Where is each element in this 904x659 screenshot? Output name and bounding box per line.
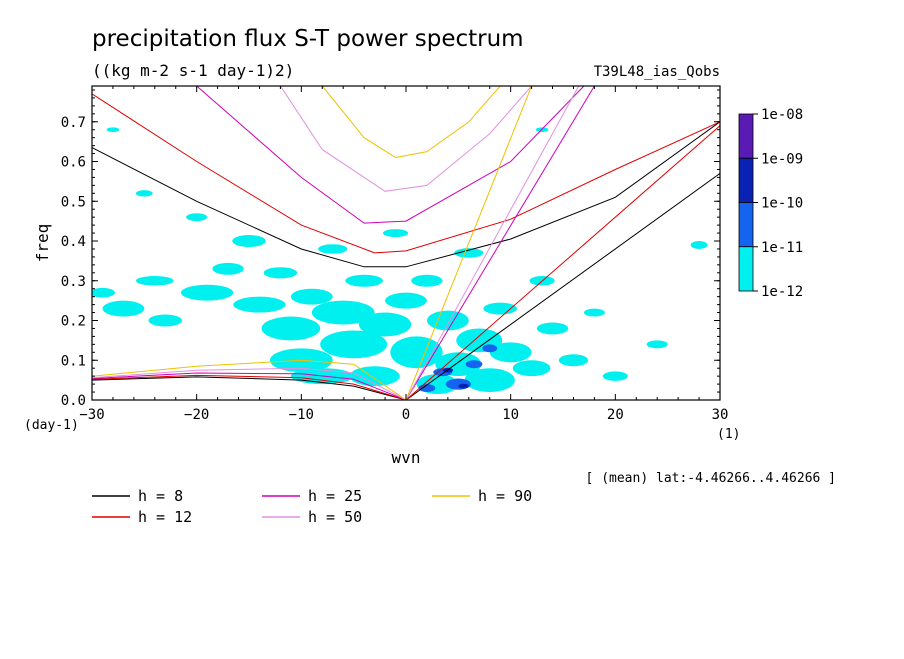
rossby-curve-h25 (92, 372, 407, 400)
legend: h = 8 h = 12 h = 25 h = 50 h = 90 (92, 487, 532, 526)
contour-patch-10 (261, 316, 321, 341)
y-tick-label: 0.7 (61, 115, 86, 131)
plot-area: −30 −20 −10 0 10 20 30 0.0 0.1 0.2 0.3 0.4 0.5 0.6 0.7 (61, 85, 729, 423)
y-tick-label: 0.2 (61, 314, 86, 330)
x-unit: (1) (717, 427, 740, 442)
colorbar-label-2: 1e-10 (761, 196, 803, 212)
y-tick-label: 0.5 (61, 194, 86, 210)
contour-patch-16 (320, 330, 388, 359)
chart-title: precipitation flux S-T power spectrum (92, 26, 524, 52)
contour-patch-39 (690, 241, 708, 249)
contour-patch-4 (186, 213, 208, 222)
colorbar-swatch-2 (738, 202, 754, 248)
axis-ticks: −30 −20 −10 0 10 20 30 0.0 0.1 0.2 0.3 0.4 0.5 0.6 0.7 (61, 86, 729, 423)
rossby-curve-h12 (92, 374, 407, 400)
colorbar-label-3: 1e-11 (761, 240, 803, 256)
colorbar-swatch-0 (738, 113, 754, 159)
contour-patch-29 (464, 368, 515, 393)
rossby-curve-h8 (92, 376, 407, 400)
colorbar-label-0: 1e-08 (761, 107, 803, 123)
kelvin-curve-h25 (405, 86, 595, 400)
contour-patch-1 (102, 300, 145, 317)
inertia-gravity-curve-h25 (196, 86, 585, 224)
contour-patch-30 (483, 302, 517, 315)
contour-patch-49 (458, 383, 469, 389)
contour-patch-18 (349, 366, 400, 387)
inertia-gravity-curve-h12 (92, 93, 720, 254)
contour-patch-40 (106, 127, 120, 133)
contour-patch-44 (445, 378, 471, 390)
contour-patch-14 (318, 244, 348, 254)
contour-patch-23 (411, 274, 443, 287)
rossby-curve-h50 (92, 367, 407, 400)
contour-patch-17 (345, 274, 383, 287)
x-tick-label: −30 (79, 407, 104, 423)
contour-patch-32 (512, 360, 551, 377)
contour-patch-3 (148, 314, 183, 327)
x-tick-label: −10 (289, 407, 314, 423)
contour-patch-9 (263, 267, 298, 279)
contour-patch-27 (454, 248, 484, 258)
y-tick-label: 0.6 (61, 155, 86, 171)
contour-patch-47 (418, 384, 436, 393)
contour-patch-37 (602, 371, 628, 381)
contour-patch-45 (465, 360, 483, 369)
y-tick-label: 0.1 (61, 353, 86, 369)
x-tick-label: 20 (607, 407, 624, 423)
inertia-gravity-curve-h90 (321, 86, 501, 159)
contour-patch-8 (233, 296, 286, 313)
y-tick-label: 0.4 (61, 234, 86, 250)
dispersion-curves-layer (92, 86, 720, 400)
x-tick-label: −20 (184, 407, 209, 423)
y-axis-label: freq (33, 224, 52, 263)
kelvin-curve-h8 (405, 172, 720, 400)
contour-patch-31 (489, 342, 532, 363)
contour-patch-21 (385, 292, 427, 309)
footnote: [ (mean) lat:-4.46266..4.46266 ] (586, 471, 836, 486)
run-label: T39L48_ias_Qobs (594, 64, 720, 80)
x-tick-label: 0 (402, 407, 410, 423)
colorbar-label-1: 1e-09 (761, 151, 803, 167)
legend-label-h12: h = 12 (138, 508, 192, 526)
contour-patch-15 (311, 300, 375, 325)
contour-patch-36 (583, 308, 605, 317)
colorbar-swatch-3 (738, 246, 754, 292)
colorbar-swatch-1 (738, 157, 754, 203)
x-tick-label: 30 (712, 407, 729, 423)
kelvin-curve-h50 (405, 86, 580, 400)
contour-patch-12 (290, 288, 333, 305)
contour-patch-20 (382, 229, 409, 238)
contour-patch-35 (558, 354, 589, 367)
legend-label-h90: h = 90 (478, 487, 532, 505)
y-tick-label: 0.3 (61, 274, 86, 290)
contour-patch-5 (180, 284, 234, 301)
y-unit: (day-1) (24, 418, 79, 433)
contour-patch-46 (482, 344, 498, 353)
contour-patch-0 (92, 287, 116, 298)
x-tick-label: 10 (502, 407, 519, 423)
colorbar: 1e-08 1e-09 1e-10 1e-11 1e-12 (738, 107, 803, 300)
contour-patch-38 (646, 340, 668, 349)
colorbar-label-4: 1e-12 (761, 284, 803, 300)
chart-subtitle: ((kg m-2 s-1 day-1)2) (92, 61, 294, 80)
contour-patch-19 (358, 312, 412, 337)
contour-fill-layer (92, 127, 708, 395)
contour-patch-25 (426, 310, 469, 331)
kelvin-curve-h90 (405, 86, 533, 400)
legend-label-h8: h = 8 (138, 487, 183, 505)
legend-label-h50: h = 50 (308, 508, 362, 526)
x-axis-label: wvn (392, 448, 421, 467)
rossby-curve-h90 (92, 359, 407, 400)
contour-patch-34 (536, 322, 569, 335)
y-tick-label: 0.0 (61, 393, 86, 409)
inertia-gravity-curve-h50 (279, 86, 532, 192)
inertia-gravity-curve-h8 (92, 121, 720, 268)
contour-patch-41 (135, 190, 153, 197)
legend-label-h25: h = 25 (308, 487, 362, 505)
contour-patch-2 (135, 275, 174, 286)
contour-patch-7 (232, 235, 266, 247)
kelvin-curve-h12 (405, 125, 720, 400)
contour-patch-6 (212, 262, 244, 275)
